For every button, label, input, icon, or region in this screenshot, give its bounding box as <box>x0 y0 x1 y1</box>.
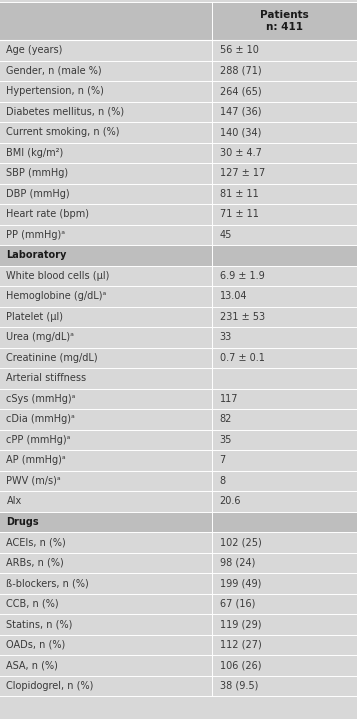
Bar <box>0 286 357 306</box>
Text: Drugs: Drugs <box>6 517 39 527</box>
Text: AIx: AIx <box>6 496 22 506</box>
Text: 106 (26): 106 (26) <box>220 660 261 670</box>
Bar <box>0 634 357 655</box>
Text: Creatinine (mg/dL): Creatinine (mg/dL) <box>6 353 98 363</box>
Text: 30 ± 4.7: 30 ± 4.7 <box>220 147 261 157</box>
Text: 231 ± 53: 231 ± 53 <box>220 312 265 321</box>
Bar <box>0 122 357 142</box>
Bar <box>0 409 357 429</box>
Bar <box>0 429 357 450</box>
Text: 56 ± 10: 56 ± 10 <box>220 45 258 55</box>
Text: BMI (kg/m²): BMI (kg/m²) <box>6 147 64 157</box>
Text: 117: 117 <box>220 394 238 404</box>
Text: 45: 45 <box>220 230 232 239</box>
Text: 8: 8 <box>220 476 226 486</box>
Text: CCB, n (%): CCB, n (%) <box>6 599 59 609</box>
Text: ß-blockers, n (%): ß-blockers, n (%) <box>6 578 89 588</box>
Text: 147 (36): 147 (36) <box>220 106 261 116</box>
Bar <box>0 224 357 245</box>
Bar <box>0 81 357 101</box>
Text: Current smoking, n (%): Current smoking, n (%) <box>6 127 120 137</box>
Text: Patients
n: 411: Patients n: 411 <box>260 10 309 32</box>
Bar <box>0 306 357 327</box>
Bar <box>0 327 357 347</box>
Bar <box>0 450 357 470</box>
Text: 6.9 ± 1.9: 6.9 ± 1.9 <box>220 271 264 280</box>
Text: 82: 82 <box>220 414 232 424</box>
Bar <box>0 2 357 40</box>
Text: 98 (24): 98 (24) <box>220 558 255 568</box>
Bar <box>0 204 357 224</box>
Bar <box>0 347 357 368</box>
Text: Diabetes mellitus, n (%): Diabetes mellitus, n (%) <box>6 106 125 116</box>
Text: Urea (mg/dL)ᵃ: Urea (mg/dL)ᵃ <box>6 332 74 342</box>
Text: Age (years): Age (years) <box>6 45 63 55</box>
Bar <box>0 470 357 491</box>
Bar <box>0 368 357 388</box>
Text: 38 (9.5): 38 (9.5) <box>220 681 258 691</box>
Bar <box>0 245 357 265</box>
Bar <box>0 183 357 204</box>
Text: ACEIs, n (%): ACEIs, n (%) <box>6 537 66 547</box>
Text: 264 (65): 264 (65) <box>220 86 261 96</box>
Bar <box>0 60 357 81</box>
Bar <box>0 163 357 183</box>
Bar <box>0 511 357 532</box>
Text: 102 (25): 102 (25) <box>220 537 261 547</box>
Bar <box>0 552 357 573</box>
Text: Heart rate (bpm): Heart rate (bpm) <box>6 209 89 219</box>
Text: SBP (mmHg): SBP (mmHg) <box>6 168 69 178</box>
Bar <box>0 101 357 122</box>
Bar <box>0 388 357 409</box>
Text: cSys (mmHg)ᵃ: cSys (mmHg)ᵃ <box>6 394 76 404</box>
Bar <box>0 532 357 552</box>
Text: Hypertension, n (%): Hypertension, n (%) <box>6 86 104 96</box>
Text: ASA, n (%): ASA, n (%) <box>6 660 58 670</box>
Bar <box>0 675 357 696</box>
Text: cPP (mmHg)ᵃ: cPP (mmHg)ᵃ <box>6 435 71 445</box>
Text: 7: 7 <box>220 455 226 465</box>
Text: Laboratory: Laboratory <box>6 250 67 260</box>
Text: AP (mmHg)ᵃ: AP (mmHg)ᵃ <box>6 455 66 465</box>
Text: 127 ± 17: 127 ± 17 <box>220 168 265 178</box>
Text: Clopidogrel, n (%): Clopidogrel, n (%) <box>6 681 94 691</box>
Bar <box>0 573 357 593</box>
Bar <box>0 491 357 511</box>
Text: 20.6: 20.6 <box>220 496 241 506</box>
Text: Gender, n (male %): Gender, n (male %) <box>6 65 102 75</box>
Bar <box>0 265 357 286</box>
Text: Statins, n (%): Statins, n (%) <box>6 619 73 629</box>
Text: 0.7 ± 0.1: 0.7 ± 0.1 <box>220 353 265 363</box>
Text: 119 (29): 119 (29) <box>220 619 261 629</box>
Text: 288 (71): 288 (71) <box>220 65 261 75</box>
Bar <box>0 142 357 163</box>
Text: 199 (49): 199 (49) <box>220 578 261 588</box>
Text: 140 (34): 140 (34) <box>220 127 261 137</box>
Text: 33: 33 <box>220 332 232 342</box>
Text: 67 (16): 67 (16) <box>220 599 255 609</box>
Text: cDia (mmHg)ᵃ: cDia (mmHg)ᵃ <box>6 414 75 424</box>
Text: ARBs, n (%): ARBs, n (%) <box>6 558 64 568</box>
Text: Platelet (µl): Platelet (µl) <box>6 312 64 321</box>
Text: 71 ± 11: 71 ± 11 <box>220 209 258 219</box>
Text: Hemoglobine (g/dL)ᵃ: Hemoglobine (g/dL)ᵃ <box>6 291 107 301</box>
Text: 13.04: 13.04 <box>220 291 247 301</box>
Bar <box>0 655 357 675</box>
Text: DBP (mmHg): DBP (mmHg) <box>6 189 70 198</box>
Text: Arterial stiffness: Arterial stiffness <box>6 373 86 383</box>
Bar <box>0 40 357 60</box>
Text: 81 ± 11: 81 ± 11 <box>220 189 258 198</box>
Text: 35: 35 <box>220 435 232 445</box>
Text: OADs, n (%): OADs, n (%) <box>6 640 66 650</box>
Text: White blood cells (µl): White blood cells (µl) <box>6 271 110 280</box>
Text: PP (mmHg)ᵃ: PP (mmHg)ᵃ <box>6 230 65 239</box>
Text: PWV (m/s)ᵃ: PWV (m/s)ᵃ <box>6 476 61 486</box>
Text: 112 (27): 112 (27) <box>220 640 261 650</box>
Bar <box>0 593 357 614</box>
Bar <box>0 614 357 634</box>
